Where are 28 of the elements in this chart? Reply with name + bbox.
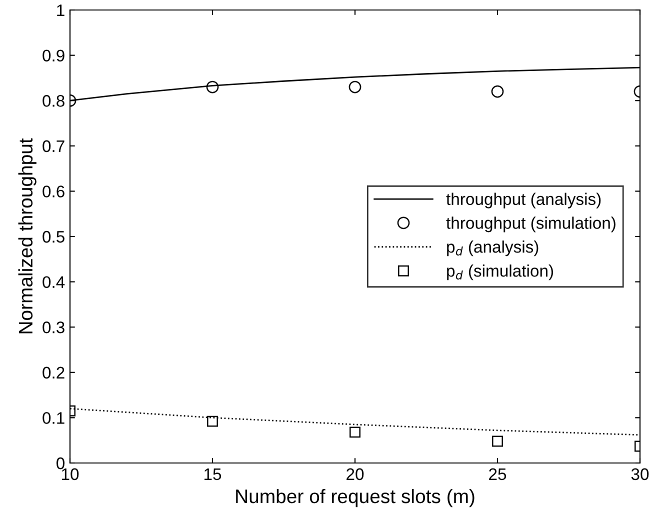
point	[492, 436, 503, 447]
point	[350, 426, 360, 438]
y-tick-label: 0.4	[42, 276, 65, 288]
y-tick-label: 0.6	[42, 186, 64, 198]
y-tick-label: 0	[56, 457, 64, 470]
point	[491, 85, 504, 98]
point	[348, 80, 362, 94]
y-tick-label: 0.7	[42, 140, 64, 152]
legend-label: p$_{d}$ (analysis)	[447, 240, 538, 256]
x-tick-label: 10	[62, 468, 79, 480]
legend-label: throughput (analysis)	[446, 192, 601, 208]
y-tick-label: 0.9	[42, 50, 64, 62]
y-tick-label: 1	[57, 4, 64, 16]
y-tick-label: 0.1	[42, 412, 64, 424]
point	[206, 80, 219, 94]
x-tick-label: 20	[346, 468, 364, 480]
x-tick-label: 25	[489, 468, 506, 480]
y-tick-label: 0.8	[42, 95, 64, 107]
legend-label: p$_{d}$ (simulation)	[447, 264, 554, 280]
point	[207, 416, 218, 427]
legend-label: throughput (simulation)	[446, 216, 616, 232]
y-tick-label: 0.2	[42, 366, 64, 379]
y-axis-title: Normalized throughput	[18, 138, 36, 334]
y-tick-label: 0.3	[42, 322, 64, 334]
x-tick-label: 15	[204, 468, 222, 480]
x-tick-label: 30	[631, 468, 649, 480]
x-axis-title: Number of request slots (m)	[236, 488, 474, 508]
y-tick-label: 0.5	[42, 230, 64, 243]
